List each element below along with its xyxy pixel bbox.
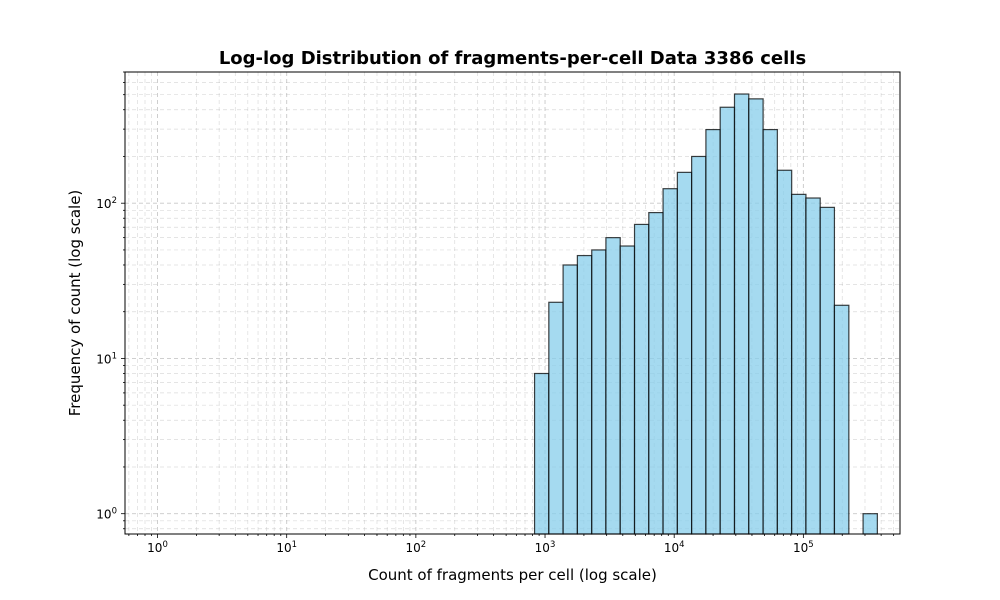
histogram-bar <box>719 106 736 535</box>
y-tick-label: 102 <box>96 196 117 211</box>
x-tick-label: 103 <box>535 540 556 555</box>
chart-title: Log-log Distribution of fragments-per-ce… <box>219 48 806 69</box>
y-tick-label: 100 <box>96 507 117 522</box>
histogram-bar <box>791 193 807 535</box>
y-tick-label: 101 <box>96 351 117 366</box>
axis-ticks: 100 101 102 103 104 105 100 101 102 <box>96 71 895 555</box>
histogram-bar <box>633 223 650 535</box>
histogram-bar <box>648 211 664 535</box>
x-tick-label: 100 <box>147 540 168 555</box>
x-tick-label: 104 <box>664 540 685 555</box>
histogram-bar <box>691 155 707 535</box>
histogram-bar <box>533 372 550 535</box>
histogram-bar <box>833 304 850 535</box>
x-axis-label: Count of fragments per cell (log scale) <box>368 566 657 584</box>
histogram-bar <box>819 206 836 535</box>
plot-area-frame <box>124 71 901 535</box>
histogram-bar <box>619 245 636 535</box>
x-tick-label: 101 <box>276 540 297 555</box>
histogram-bar <box>862 513 878 535</box>
histogram-bar <box>576 254 593 535</box>
histogram-bar <box>548 301 564 535</box>
histogram-bar <box>733 93 750 535</box>
x-tick-label: 105 <box>793 540 814 555</box>
histogram-bar <box>562 264 578 535</box>
histogram-bar <box>591 249 607 535</box>
histogram-bar <box>705 128 721 535</box>
histogram-bar <box>762 128 778 535</box>
histogram-bar <box>805 197 821 535</box>
histogram-bar <box>662 188 678 535</box>
y-axis-label: Frequency of count (log scale) <box>66 190 84 417</box>
histogram-bar <box>748 98 764 535</box>
x-tick-label: 102 <box>406 540 427 555</box>
histogram-bar <box>676 171 693 535</box>
histogram-bar <box>605 237 621 535</box>
histogram-bar <box>776 169 793 535</box>
